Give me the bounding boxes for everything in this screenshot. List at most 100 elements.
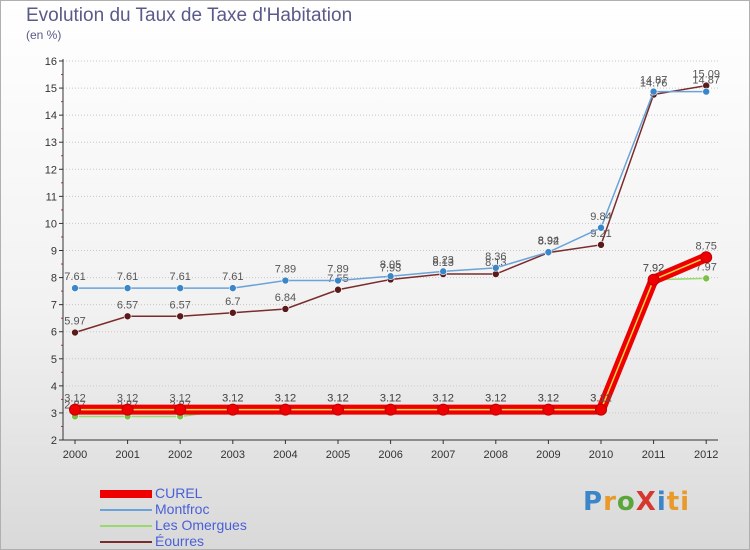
- data-label: 7.61: [64, 271, 85, 283]
- y-tick-label: 4: [51, 381, 57, 393]
- legend-swatch: [100, 541, 152, 543]
- data-point: [702, 87, 711, 96]
- data-point: [542, 403, 555, 416]
- data-label: 3.12: [485, 393, 506, 405]
- data-point: [71, 284, 79, 292]
- data-label: 7.89: [275, 264, 296, 276]
- data-point: [489, 403, 502, 416]
- data-label: 15.09: [692, 69, 720, 81]
- legend-label: Les Omergues: [155, 517, 247, 533]
- y-tick-label: 7: [51, 300, 57, 312]
- data-label: 6.57: [169, 299, 190, 311]
- x-tick-label: 2003: [221, 449, 245, 461]
- legend-swatch: [100, 509, 152, 511]
- data-point: [69, 403, 81, 416]
- logo-letter: ti: [666, 487, 691, 517]
- data-point: [123, 312, 132, 321]
- x-tick-label: 2007: [431, 449, 455, 461]
- data-label: 3.12: [222, 393, 243, 405]
- y-tick-label: 16: [45, 56, 57, 68]
- data-point: [544, 248, 553, 256]
- data-label: 3.12: [169, 393, 190, 405]
- x-tick-label: 2001: [115, 449, 139, 461]
- x-tick-label: 2010: [589, 449, 613, 461]
- data-label: 8.75: [695, 240, 716, 252]
- data-label: 7.93: [380, 262, 401, 274]
- x-tick-label: 2006: [378, 449, 402, 461]
- chart-title: Evolution du Taux de Taxe d'Habitation: [26, 5, 353, 26]
- x-tick-label: 2008: [484, 449, 508, 461]
- data-point: [334, 276, 342, 285]
- x-tick-label: 2005: [326, 449, 350, 461]
- data-point: [332, 403, 344, 416]
- data-label: 3.12: [327, 393, 348, 405]
- data-label: 8.36: [485, 251, 506, 263]
- data-point: [597, 223, 605, 232]
- x-tick-label: 2012: [694, 449, 718, 461]
- data-label: 3.12: [538, 393, 559, 405]
- y-tick-label: 6: [51, 327, 57, 339]
- x-tick-label: 2002: [168, 449, 192, 461]
- data-label: 6.84: [275, 292, 296, 304]
- x-tick-label: 2000: [63, 449, 87, 461]
- y-tick-label: 9: [51, 246, 57, 258]
- y-tick-label: 11: [46, 191, 57, 203]
- data-label: 3.12: [275, 393, 296, 405]
- data-label: 7.92: [643, 263, 664, 275]
- legend-swatch: [100, 490, 152, 498]
- series-montfroc: 7.61 7.61 7.61 7.61 7.89 7.89 8.05 8.23 8.36 8.94…: [64, 75, 720, 292]
- data-point: [384, 403, 397, 416]
- y-tick-label: 13: [45, 137, 57, 149]
- data-label: 7.61: [117, 271, 138, 283]
- data-label: 3.12: [380, 393, 401, 405]
- data-label: 3.12: [380, 393, 401, 405]
- data-label: 3.12: [432, 393, 453, 405]
- data-point: [279, 403, 292, 416]
- data-point: [649, 87, 658, 96]
- series--ourres: 5.976.576.576.76.847.557.938.138.138.929…: [64, 69, 720, 337]
- data-label: 3.12: [117, 393, 138, 405]
- data-point: [595, 403, 607, 416]
- data-point: [437, 403, 450, 416]
- data-point: [174, 403, 187, 416]
- data-label: 5.97: [64, 316, 85, 328]
- y-tick-label: 8: [51, 273, 57, 285]
- data-label: 7.61: [169, 271, 190, 283]
- x-tick-label: 2004: [273, 449, 297, 461]
- data-label: 6.7: [225, 296, 240, 308]
- y-tick-label: 3: [51, 408, 57, 420]
- data-point: [229, 308, 237, 317]
- data-label: 8.94: [538, 235, 559, 247]
- data-point: [281, 276, 290, 285]
- legend-swatch: [100, 525, 152, 527]
- series-line: [74, 84, 707, 334]
- proxiti-logo: ProXiti: [583, 487, 690, 517]
- data-point: [71, 328, 79, 337]
- data-label: 7.61: [222, 271, 243, 283]
- x-tick-label: 2009: [536, 449, 560, 461]
- data-point: [226, 403, 239, 416]
- data-label: 8.92: [538, 236, 559, 248]
- data-label: 8.23: [432, 254, 453, 266]
- data-label: 14.87: [640, 75, 668, 87]
- data-label: 3.12: [590, 393, 611, 405]
- legend-label: Montfroc: [155, 501, 210, 517]
- legend-label: Éourres: [155, 533, 205, 549]
- data-label: 3.12: [485, 393, 506, 405]
- data-label: 7.92: [643, 263, 664, 275]
- data-point: [647, 273, 660, 286]
- series-curel: 3.12 3.12 3.12 3.12 3.12 3.12 3.12 3.12 3.12 3.12…: [64, 240, 717, 416]
- data-point: [123, 284, 132, 292]
- data-point: [597, 241, 605, 249]
- data-point: [491, 264, 500, 272]
- y-tick-label: 10: [45, 218, 57, 230]
- legend-label: CUREL: [155, 485, 203, 501]
- y-tick-label: 15: [45, 83, 57, 95]
- data-label: 3.12: [327, 393, 348, 405]
- data-point: [281, 305, 290, 313]
- unit-label: (en %): [26, 28, 62, 42]
- data-label: 3.12: [432, 393, 453, 405]
- data-label: 9.84: [590, 211, 611, 223]
- data-label: 7.89: [327, 264, 348, 276]
